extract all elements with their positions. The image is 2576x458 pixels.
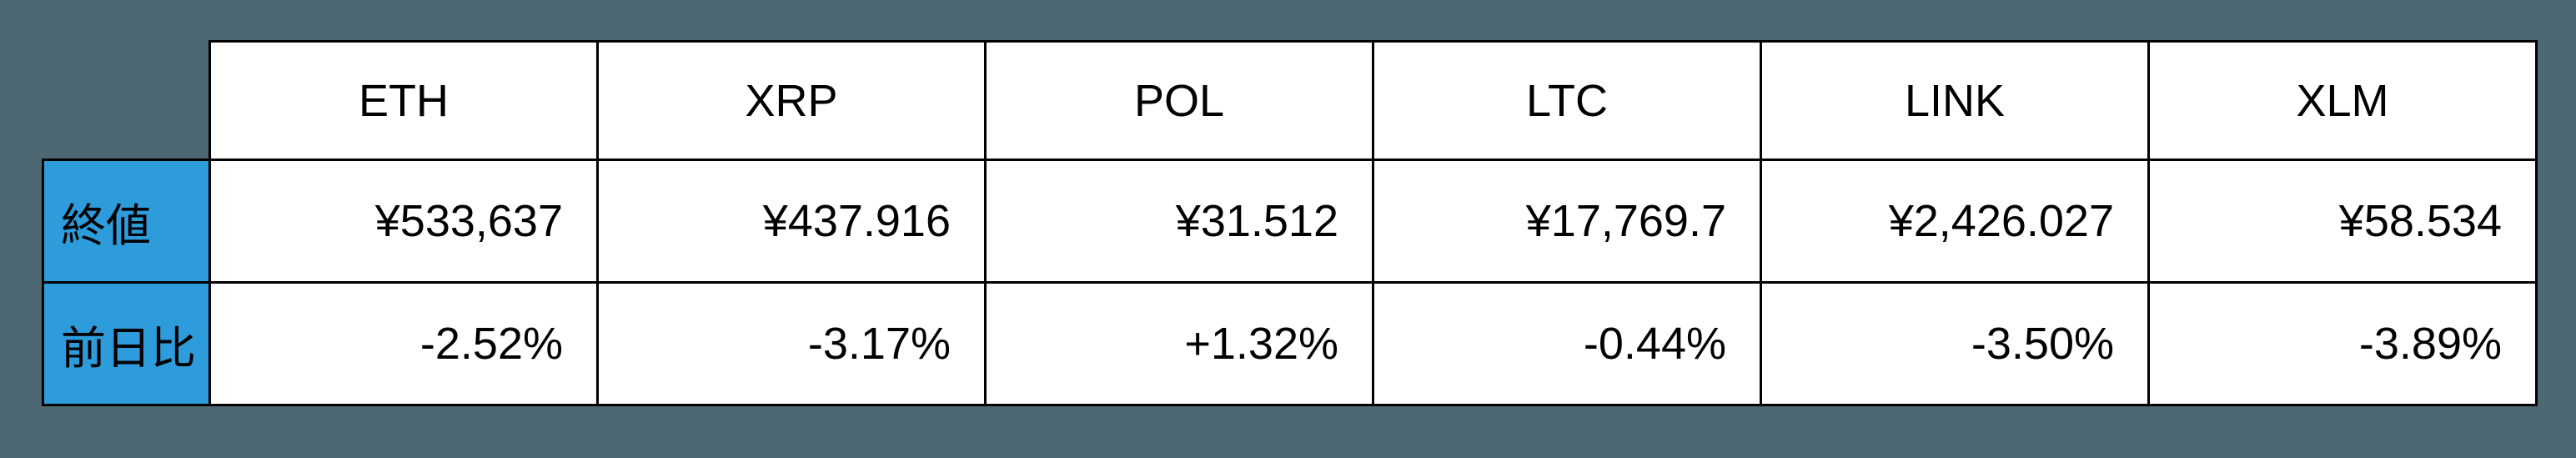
column-header-xlm: XLM bbox=[2147, 40, 2538, 161]
cell-change-link: -3.50% bbox=[1760, 281, 2150, 406]
row-header-closing-price: 終値 bbox=[42, 159, 211, 284]
cell-close-xlm: ¥58.534 bbox=[2147, 159, 2538, 284]
column-header-pol: POL bbox=[984, 40, 1374, 161]
cell-close-eth: ¥533,637 bbox=[208, 159, 599, 284]
column-header-xrp: XRP bbox=[596, 40, 987, 161]
row-header-day-change: 前日比 bbox=[42, 281, 211, 406]
cell-change-xlm: -3.89% bbox=[2147, 281, 2538, 406]
cell-close-pol: ¥31.512 bbox=[984, 159, 1374, 284]
cell-change-xrp: -3.17% bbox=[596, 281, 987, 406]
cell-close-xrp: ¥437.916 bbox=[596, 159, 987, 284]
cell-change-pol: +1.32% bbox=[984, 281, 1374, 406]
crypto-price-table: ETH XRP POL LTC LINK XLM 終値 ¥533,637 ¥43… bbox=[42, 40, 2538, 406]
cell-change-ltc: -0.44% bbox=[1372, 281, 1762, 406]
cell-close-link: ¥2,426.027 bbox=[1760, 159, 2150, 284]
cell-close-ltc: ¥17,769.7 bbox=[1372, 159, 1762, 284]
header-row: ETH XRP POL LTC LINK XLM bbox=[43, 40, 2538, 161]
closing-price-row: 終値 ¥533,637 ¥437.916 ¥31.512 ¥17,769.7 ¥… bbox=[42, 159, 2538, 284]
column-header-eth: ETH bbox=[208, 40, 599, 161]
column-header-link: LINK bbox=[1760, 40, 2150, 161]
corner-cell bbox=[43, 42, 210, 160]
column-header-ltc: LTC bbox=[1372, 40, 1762, 161]
cell-change-eth: -2.52% bbox=[208, 281, 599, 406]
day-change-row: 前日比 -2.52% -3.17% +1.32% -0.44% -3.50% -… bbox=[42, 281, 2538, 406]
